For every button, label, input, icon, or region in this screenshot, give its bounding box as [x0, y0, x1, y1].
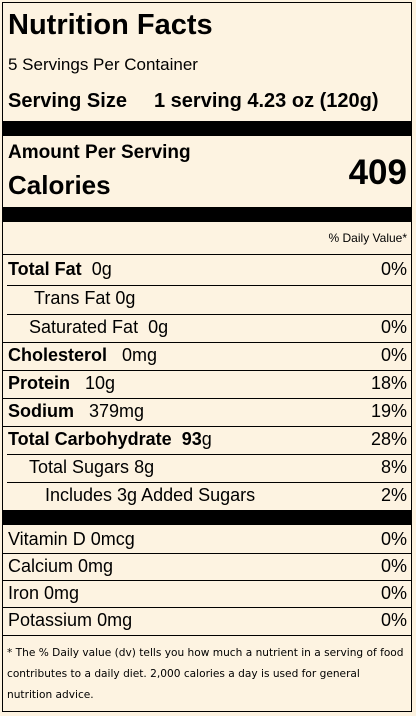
divider-thick [3, 121, 411, 136]
nutrient-dv: 2% [380, 485, 407, 505]
divider [3, 398, 411, 399]
vitamin-name: Potassium [8, 610, 93, 630]
nutrient-row-total-carbohydrate: Total Carbohydrate 93g 28% [3, 427, 411, 455]
nutrient-amount: 8g [134, 457, 155, 477]
nutrient-row-cholesterol: Cholesterol 0mg 0% [3, 343, 411, 371]
divider [3, 635, 411, 636]
divider [7, 482, 411, 483]
nutrient-dv: 8% [380, 457, 407, 477]
divider [3, 553, 411, 554]
nutrient-row-saturated-fat: Saturated Fat 0g 0% [3, 315, 411, 343]
divider [3, 342, 411, 343]
nutrient-amount: 379mg [89, 401, 145, 421]
divider [7, 454, 411, 455]
amount-per-serving: Amount Per Serving [8, 142, 191, 163]
divider [3, 607, 411, 608]
nutrient-dv: 0% [380, 345, 407, 365]
nutrient-name: Saturated Fat [29, 317, 139, 337]
nutrient-name: Includes 3g Added Sugars [45, 485, 256, 505]
daily-value-header: % Daily Value* [328, 231, 407, 245]
calories-label: Calories [8, 170, 111, 200]
nutrient-row-added-sugars: Includes 3g Added Sugars 2% [3, 483, 411, 511]
servings-per-container: 5 Servings Per Container [8, 55, 198, 74]
nutrient-name: Trans Fat [34, 288, 111, 308]
nutrient-dv: 18% [370, 373, 407, 393]
vitamin-name: Vitamin D [8, 529, 86, 549]
nutrient-name: Total Fat [8, 259, 82, 279]
nutrient-name: Sodium [8, 401, 74, 421]
vitamin-dv: 0% [380, 610, 407, 630]
panel-title: Nutrition Facts [8, 9, 213, 41]
nutrient-row-protein: Protein 10g 18% [3, 371, 411, 399]
serving-size-value: 1 serving 4.23 oz (120g) [154, 90, 379, 112]
nutrient-dv: 28% [370, 429, 407, 449]
divider [3, 426, 411, 427]
vitamin-dv: 0% [380, 556, 407, 576]
footnote: * The % Daily value (dv) tells you how m… [7, 647, 404, 701]
divider [3, 254, 411, 255]
vitamin-row-potassium: Potassium 0mg 0% [3, 608, 411, 636]
vitamin-amount: 0mg [97, 610, 133, 630]
divider [3, 370, 411, 371]
nutrient-dv: 19% [370, 401, 407, 421]
nutrient-amount: 93 [181, 429, 202, 449]
nutrient-name: Protein [8, 373, 71, 393]
vitamin-dv: 0% [380, 529, 407, 549]
nutrient-dv: 0% [380, 317, 407, 337]
serving-size-label: Serving Size [8, 90, 127, 112]
nutrient-name: Total Carbohydrate [8, 429, 172, 449]
nutrient-amount-unit: g [201, 429, 212, 449]
nutrient-amount: 10g [85, 373, 116, 393]
divider-thick [3, 510, 411, 525]
divider [7, 285, 411, 286]
vitamin-name: Iron [8, 583, 40, 603]
nutrient-amount: 0mg [122, 345, 158, 365]
calories-value: 409 [348, 153, 407, 192]
nutrition-facts-panel: Nutrition Facts 5 Servings Per Container… [2, 2, 412, 712]
vitamin-amount: 0mg [78, 556, 114, 576]
nutrient-row-trans-fat: Trans Fat 0g [3, 286, 411, 314]
nutrient-name: Total Sugars [29, 457, 130, 477]
vitamin-row-vitamin-d: Vitamin D 0mcg 0% [3, 527, 411, 555]
vitamin-row-iron: Iron 0mg 0% [3, 581, 411, 609]
vitamin-row-calcium: Calcium 0mg 0% [3, 554, 411, 582]
nutrient-row-total-sugars: Total Sugars 8g 8% [3, 455, 411, 483]
nutrient-dv: 0% [380, 259, 407, 279]
divider-thick [3, 207, 411, 222]
vitamin-amount: 0mcg [90, 529, 135, 549]
divider [3, 580, 411, 581]
nutrient-amount: 0g [148, 317, 169, 337]
vitamin-name: Calcium [8, 556, 74, 576]
vitamin-amount: 0mg [44, 583, 80, 603]
nutrient-row-total-fat: Total Fat 0g 0% [3, 257, 411, 285]
nutrient-row-sodium: Sodium 379mg 19% [3, 399, 411, 427]
nutrient-name: Cholesterol [8, 345, 108, 365]
vitamin-dv: 0% [380, 583, 407, 603]
nutrient-amount: 0g [115, 288, 136, 308]
divider [7, 314, 411, 315]
nutrient-amount: 0g [91, 259, 112, 279]
